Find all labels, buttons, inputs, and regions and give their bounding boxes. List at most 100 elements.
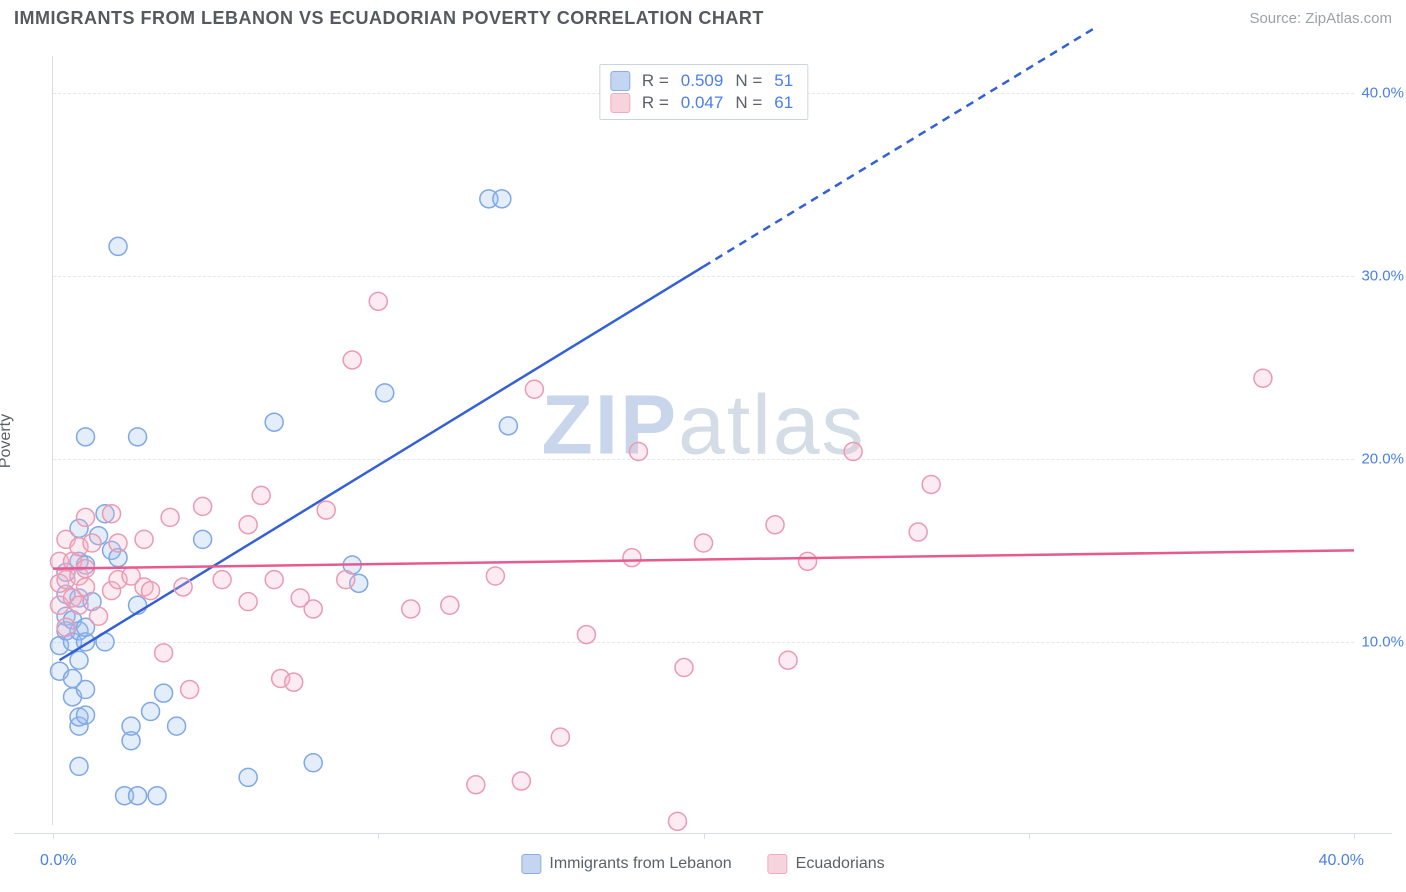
y-tick-label: 40.0% (1354, 84, 1404, 101)
data-point (922, 475, 940, 493)
data-point (317, 501, 335, 519)
legend-n-value: 51 (774, 71, 793, 91)
data-point (70, 651, 88, 669)
data-point (369, 292, 387, 310)
data-point (668, 812, 686, 830)
legend-n-label: N = (735, 71, 762, 91)
data-point (512, 772, 530, 790)
data-point (194, 497, 212, 515)
legend-label: Ecuadorians (796, 855, 885, 873)
legend-n-value: 61 (774, 93, 793, 113)
data-point (304, 600, 322, 618)
data-point (493, 190, 511, 208)
data-point (525, 380, 543, 398)
bottom-legend: Immigrants from Lebanon Ecuadorians (521, 854, 884, 874)
x-tick-mark (53, 833, 54, 839)
data-point (441, 596, 459, 614)
data-point (265, 571, 283, 589)
legend-label: Immigrants from Lebanon (549, 855, 731, 873)
x-max-label: 40.0% (1319, 852, 1364, 870)
legend-n-label: N = (735, 93, 762, 113)
data-point (799, 552, 817, 570)
chart: Poverty ZIPatlas 10.0%20.0%30.0%40.0%R =… (14, 48, 1392, 834)
data-point (77, 428, 95, 446)
data-point (402, 600, 420, 618)
data-point (486, 567, 504, 585)
data-point (629, 442, 647, 460)
data-point (909, 523, 927, 541)
data-point (77, 578, 95, 596)
data-point (174, 578, 192, 596)
chart-title: IMMIGRANTS FROM LEBANON VS ECUADORIAN PO… (14, 8, 764, 29)
x-tick-mark (378, 833, 379, 839)
data-point (155, 684, 173, 702)
data-point (252, 486, 270, 504)
data-point (103, 505, 121, 523)
data-point (499, 417, 517, 435)
legend-item: Immigrants from Lebanon (521, 854, 731, 874)
legend-r-value: 0.047 (681, 93, 724, 113)
correlation-legend: R = 0.509 N = 51 R = 0.047 N = 61 (599, 64, 808, 120)
legend-swatch (768, 854, 788, 874)
data-point (239, 593, 257, 611)
data-point (194, 530, 212, 548)
data-point (285, 673, 303, 691)
legend-r-value: 0.509 (681, 71, 724, 91)
data-point (168, 717, 186, 735)
data-point (122, 717, 140, 735)
data-point (161, 508, 179, 526)
data-point (844, 442, 862, 460)
data-point (1254, 369, 1272, 387)
data-point (265, 413, 283, 431)
data-point (551, 728, 569, 746)
data-point (239, 768, 257, 786)
data-point (109, 237, 127, 255)
data-point (376, 384, 394, 402)
data-point (142, 702, 160, 720)
y-tick-label: 10.0% (1354, 633, 1404, 650)
x-tick-mark (704, 833, 705, 839)
data-point (213, 571, 231, 589)
data-point (337, 571, 355, 589)
data-point (779, 651, 797, 669)
x-tick-mark (1029, 833, 1030, 839)
plot-area: ZIPatlas 10.0%20.0%30.0%40.0%R =0.509N =… (52, 56, 1354, 825)
legend-r-label: R = (642, 93, 669, 113)
x-min-label: 0.0% (40, 852, 76, 870)
y-axis-label: Poverty (0, 413, 15, 467)
data-point (135, 530, 153, 548)
data-point (304, 754, 322, 772)
data-point (83, 534, 101, 552)
svg-layer (53, 56, 1354, 825)
y-tick-label: 20.0% (1354, 450, 1404, 467)
legend-item: Ecuadorians (768, 854, 885, 874)
data-point (109, 534, 127, 552)
data-point (181, 681, 199, 699)
y-tick-label: 30.0% (1354, 267, 1404, 284)
data-point (90, 607, 108, 625)
data-point (695, 534, 713, 552)
x-tick-mark (1354, 833, 1355, 839)
data-point (77, 681, 95, 699)
data-point (129, 787, 147, 805)
data-point (239, 516, 257, 534)
legend-swatch (521, 854, 541, 874)
trend-line (60, 267, 704, 661)
data-point (70, 596, 88, 614)
data-point (57, 618, 75, 636)
data-point (155, 644, 173, 662)
data-point (343, 351, 361, 369)
data-point (70, 757, 88, 775)
legend-swatch (610, 93, 630, 113)
header: IMMIGRANTS FROM LEBANON VS ECUADORIAN PO… (0, 0, 1406, 39)
data-point (467, 776, 485, 794)
source-label: Source: ZipAtlas.com (1249, 10, 1392, 27)
data-point (675, 659, 693, 677)
data-point (148, 787, 166, 805)
data-point (577, 626, 595, 644)
data-point (623, 549, 641, 567)
data-point (766, 516, 784, 534)
legend-r-label: R = (642, 71, 669, 91)
data-point (142, 582, 160, 600)
data-point (77, 706, 95, 724)
